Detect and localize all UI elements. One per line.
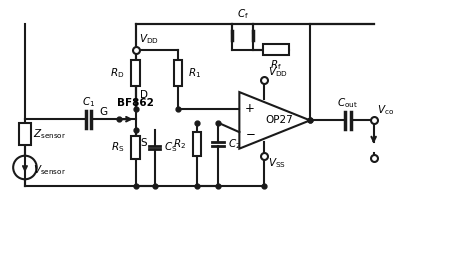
Text: $R_{2}$: $R_{2}$ [173,137,186,151]
Text: $C_{\mathrm{f}}$: $C_{\mathrm{f}}$ [237,8,249,22]
Text: S: S [140,138,147,148]
FancyBboxPatch shape [193,132,201,156]
Text: D: D [140,90,148,100]
Text: $C_{1}$: $C_{1}$ [82,95,95,109]
FancyBboxPatch shape [174,60,182,86]
Text: BF862: BF862 [117,98,154,108]
Text: $C_{\mathrm{S}}$: $C_{\mathrm{S}}$ [164,141,177,154]
Text: G: G [99,107,108,117]
Text: $R_{\mathrm{f}}$: $R_{\mathrm{f}}$ [270,58,282,72]
FancyBboxPatch shape [19,123,31,144]
Text: $R_{\mathrm{S}}$: $R_{\mathrm{S}}$ [111,141,125,154]
Text: $V_{\mathrm{co}}$: $V_{\mathrm{co}}$ [377,103,394,116]
FancyBboxPatch shape [131,136,140,159]
Text: $Z_{\mathrm{sensor}}$: $Z_{\mathrm{sensor}}$ [33,127,66,141]
Text: $V_{\mathrm{DD}}$: $V_{\mathrm{DD}}$ [268,66,288,79]
Text: $V_{\mathrm{DD}}$: $V_{\mathrm{DD}}$ [139,32,159,46]
FancyBboxPatch shape [263,44,289,55]
Text: $-$: $-$ [245,126,255,139]
Text: +: + [245,102,255,115]
Text: $C_{2}$: $C_{2}$ [228,137,241,151]
Text: $C_{\mathrm{out}}$: $C_{\mathrm{out}}$ [337,96,358,110]
Text: $V_{\mathrm{sensor}}$: $V_{\mathrm{sensor}}$ [33,163,66,177]
Text: $R_{\mathrm{D}}$: $R_{\mathrm{D}}$ [109,66,124,80]
FancyBboxPatch shape [131,60,140,86]
Text: $R_{1}$: $R_{1}$ [189,66,201,80]
Text: $V_{\mathrm{SS}}$: $V_{\mathrm{SS}}$ [268,157,286,171]
Text: OP27: OP27 [265,115,293,125]
